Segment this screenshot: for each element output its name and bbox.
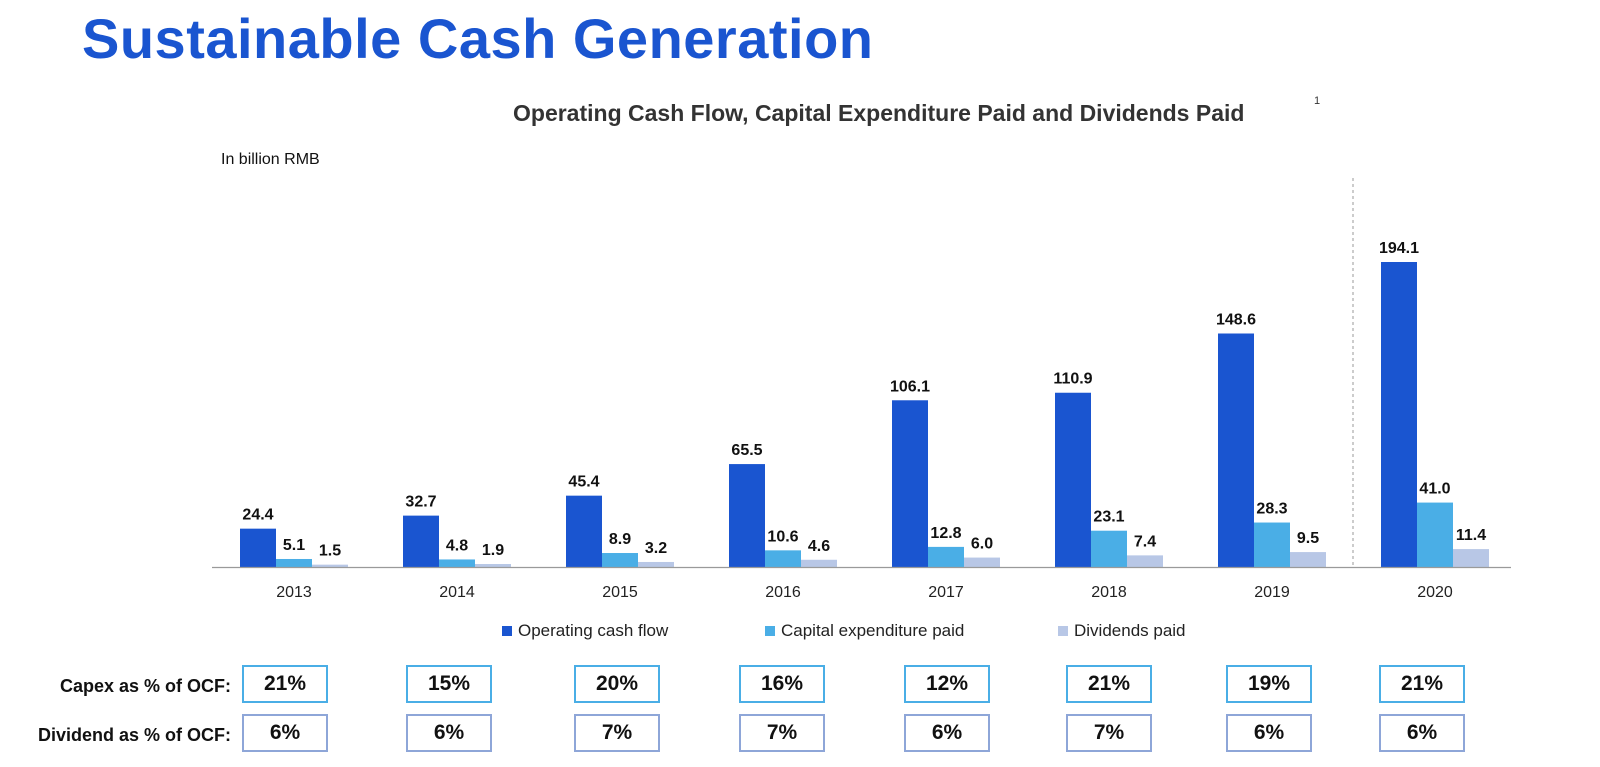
bar-dividends (475, 564, 511, 567)
x-tick-label: 2015 (602, 584, 638, 601)
bar-ocf (1055, 392, 1091, 567)
data-label-ocf: 194.1 (1379, 240, 1419, 257)
bar-ocf (240, 528, 276, 567)
data-label-ocf: 110.9 (1053, 371, 1092, 388)
data-label-dividends: 3.2 (645, 540, 667, 557)
data-label-capex: 12.8 (930, 525, 961, 542)
dividend-row-label: Dividend as % of OCF: (37, 725, 231, 745)
bar-dividends (638, 561, 674, 567)
bar-dividends (1127, 555, 1163, 567)
capex-row-label: Capex as % of OCF: (59, 676, 231, 696)
legend-swatch-ocf (502, 626, 512, 636)
dividend-pct-box: 6% (406, 714, 492, 752)
capex-pct-box: 16% (739, 665, 825, 703)
unit-label: In billion RMB (221, 151, 320, 168)
bar-dividends (1290, 552, 1326, 567)
legend-label-dividends: Dividends paid (1074, 621, 1186, 640)
bar-dividends (801, 559, 837, 567)
data-label-capex: 4.8 (446, 537, 468, 554)
x-tick-label: 2019 (1254, 584, 1290, 601)
bar-capex (1091, 530, 1127, 567)
page-title: Sustainable Cash Generation (82, 7, 874, 70)
bar-ocf (1218, 333, 1254, 567)
legend-swatch-capex (765, 626, 775, 636)
bar-capex (765, 550, 801, 567)
legend-item-capex: Capital expenditure paid (765, 621, 964, 641)
data-label-capex: 23.1 (1093, 509, 1124, 526)
data-label-ocf: 148.6 (1216, 311, 1256, 328)
capex-pct-box: 21% (1379, 665, 1465, 703)
capex-pct-box: 21% (1066, 665, 1152, 703)
x-tick-label: 2014 (439, 584, 475, 601)
data-label-dividends: 11.4 (1456, 527, 1486, 544)
bar-ocf (1381, 262, 1417, 567)
legend-label-capex: Capital expenditure paid (781, 621, 965, 640)
bar-capex (1254, 522, 1290, 567)
data-label-dividends: 6.0 (971, 536, 993, 553)
bar-capex (928, 546, 964, 567)
chart-title: Operating Cash Flow, Capital Expenditure… (513, 100, 1245, 126)
capex-pct-box: 15% (406, 665, 492, 703)
chart-legend: Operating cash flow Capital expenditure … (0, 621, 1600, 643)
x-tick-label: 2018 (1091, 584, 1127, 601)
bar-ocf (403, 515, 439, 567)
bar-ocf (892, 400, 928, 567)
data-label-ocf: 24.4 (242, 507, 273, 524)
legend-item-ocf: Operating cash flow (502, 621, 668, 641)
x-tick-label: 2020 (1417, 584, 1453, 601)
capex-pct-box: 20% (574, 665, 660, 703)
data-label-dividends: 7.4 (1134, 533, 1156, 550)
data-label-capex: 8.9 (609, 531, 631, 548)
data-label-capex: 41.0 (1419, 481, 1450, 498)
dividend-pct-box: 7% (739, 714, 825, 752)
bar-capex (439, 559, 475, 567)
data-label-dividends: 1.5 (319, 543, 341, 560)
bar-dividends (312, 564, 348, 567)
data-label-ocf: 45.4 (568, 474, 599, 491)
legend-label-ocf: Operating cash flow (518, 621, 669, 640)
data-label-ocf: 32.7 (405, 494, 436, 511)
dividend-pct-box: 6% (242, 714, 328, 752)
dividend-pct-box: 6% (1226, 714, 1312, 752)
dividend-pct-box: 6% (904, 714, 990, 752)
x-tick-label: 2016 (765, 584, 801, 601)
bar-ocf (729, 464, 765, 567)
chart-title-footnote: 1 (1314, 95, 1321, 107)
x-tick-label: 2013 (276, 584, 312, 601)
legend-item-dividends: Dividends paid (1058, 621, 1186, 641)
data-label-capex: 28.3 (1256, 501, 1287, 518)
bar-capex (602, 553, 638, 567)
capex-pct-box: 12% (904, 665, 990, 703)
data-label-capex: 5.1 (283, 537, 305, 554)
legend-swatch-dividends (1058, 626, 1068, 636)
bar-dividends (964, 557, 1000, 567)
capex-pct-box: 21% (242, 665, 328, 703)
dividend-pct-box: 7% (574, 714, 660, 752)
dividend-pct-box: 7% (1066, 714, 1152, 752)
bar-dividends (1453, 549, 1489, 567)
bar-ocf (566, 495, 602, 567)
data-label-ocf: 65.5 (731, 442, 762, 459)
dividend-pct-box: 6% (1379, 714, 1465, 752)
data-label-dividends: 9.5 (1297, 530, 1319, 547)
capex-pct-box: 19% (1226, 665, 1312, 703)
data-label-dividends: 4.6 (808, 538, 830, 555)
data-label-capex: 10.6 (767, 528, 798, 545)
bar-capex (1417, 502, 1453, 567)
data-label-ocf: 106.1 (890, 378, 930, 395)
data-label-dividends: 1.9 (482, 542, 504, 559)
x-tick-label: 2017 (928, 584, 964, 601)
bar-capex (276, 558, 312, 567)
